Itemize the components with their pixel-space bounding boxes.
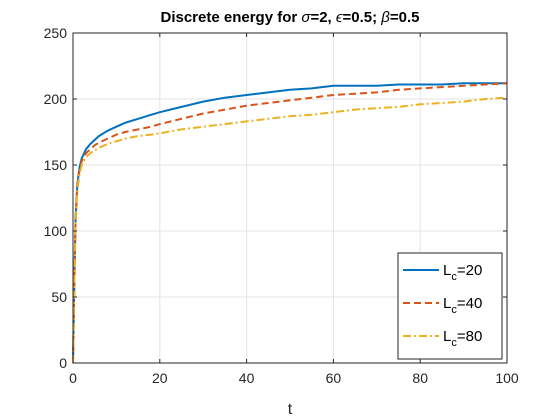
series-line	[72, 82, 507, 364]
y-tick-label: 50	[51, 289, 67, 305]
series-line	[72, 96, 508, 364]
y-tick-label: 150	[44, 157, 68, 173]
x-tick-label: 80	[412, 370, 428, 386]
x-axis-label: t	[288, 401, 293, 418]
x-tick-label: 20	[152, 370, 168, 386]
x-tick-label: 0	[69, 370, 77, 386]
series-line	[72, 82, 508, 364]
ticks: 0 20 40 60 80 100 0 50 100 150 200 250	[44, 25, 519, 386]
chart-title: Discrete energy for σ=2, ϵ=0.5; β=0.5	[161, 9, 420, 26]
title-epsilon: ϵ	[336, 9, 343, 26]
x-tick-label: 40	[239, 370, 255, 386]
title-sigma: σ	[301, 9, 311, 26]
y-tick-label: 0	[59, 355, 67, 371]
title-part: =2,	[310, 9, 335, 26]
legend: Lc=20 Lc=40 Lc=80	[397, 252, 503, 360]
y-tick-label: 100	[44, 223, 68, 239]
title-part: Discrete energy for	[161, 9, 302, 26]
title-part: =0.5	[390, 9, 420, 26]
legend-label: Lc=20	[443, 262, 482, 283]
y-tick-label: 250	[44, 25, 68, 41]
y-tick-label: 200	[44, 91, 68, 107]
x-tick-label: 100	[495, 370, 519, 386]
legend-label: Lc=80	[443, 328, 482, 349]
title-beta: β	[380, 9, 390, 26]
axes-box	[72, 32, 508, 364]
legend-label: Lc=40	[443, 295, 482, 316]
series-layer	[72, 82, 508, 364]
title-part: =0.5;	[343, 9, 382, 26]
x-tick-label: 60	[326, 370, 342, 386]
